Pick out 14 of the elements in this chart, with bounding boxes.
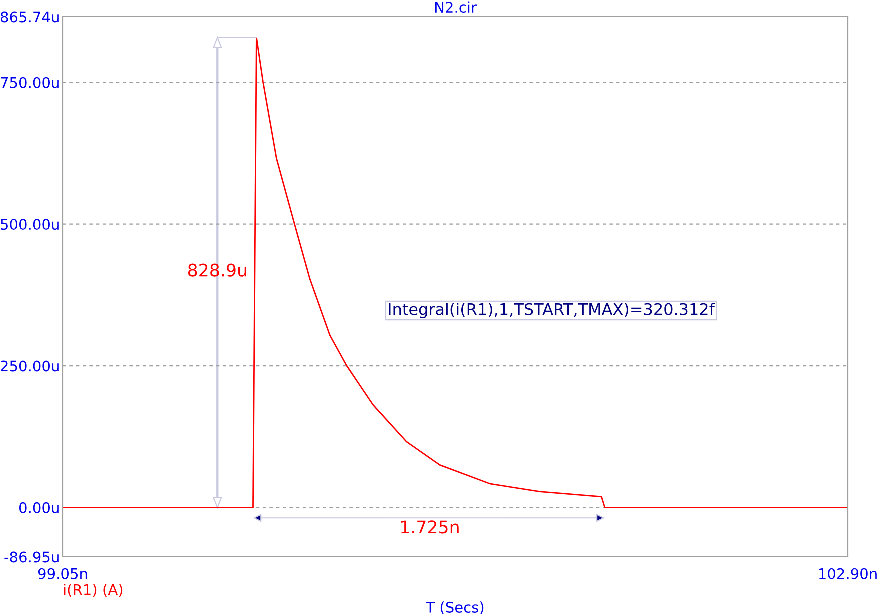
annotation: 1.725n <box>402 520 459 534</box>
chart-title: N2.cir <box>435 2 477 14</box>
x-tick-label: 99.05n <box>38 568 88 580</box>
line-series <box>63 37 848 508</box>
x-tick-label: 102.90n <box>819 568 877 580</box>
text: i(R1) (A) <box>64 584 123 598</box>
annotation: 828.9u <box>188 264 246 277</box>
y-tick-label: -86.95u <box>4 552 59 563</box>
y-tick-label: 500.00u <box>1 219 59 230</box>
y-tick-label: 0.00u <box>19 502 59 514</box>
annotation: Integral(i(R1),1,TSTART,TMAX)=320.312f <box>389 303 716 318</box>
y-tick-label: 865.74u <box>0 12 59 23</box>
y-tick-label: 750.00u <box>1 77 59 88</box>
y-tick-label: 250.00u <box>1 360 59 372</box>
